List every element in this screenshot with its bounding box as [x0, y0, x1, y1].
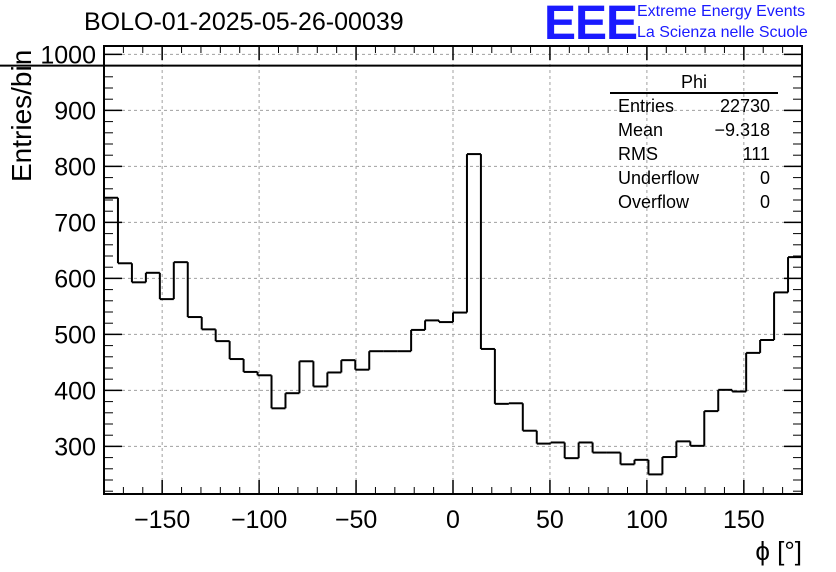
x-tick-label: 150 [723, 506, 765, 534]
y-tick-label: 700 [54, 209, 96, 237]
y-tick-label: 400 [54, 377, 96, 405]
grid-lines [104, 46, 802, 494]
y-tick-label: 300 [54, 433, 96, 461]
stats-row: Entries 22730 [610, 94, 778, 118]
run-title: BOLO-01-2025-05-26-00039 [84, 8, 404, 36]
stats-row: Overflow 0 [610, 190, 778, 214]
stats-row: RMS 111 [610, 142, 778, 166]
x-tick-label: 100 [626, 506, 668, 534]
eee-logo: EEE [544, 0, 638, 50]
stats-label: Entries [618, 96, 675, 116]
y-tick-label: 500 [54, 321, 96, 349]
y-tick-label: 600 [54, 265, 96, 293]
axis-ticks [103, 46, 803, 494]
x-tick-label: 50 [536, 506, 564, 534]
stats-box: Phi Entries 22730 Mean −9.318 RMS 111 Un… [610, 72, 778, 214]
logo-line-2: La Scienza nelle Scuole [637, 24, 808, 41]
y-tick-label: 800 [54, 153, 96, 181]
x-axis-title: ϕ [°] [755, 536, 802, 566]
stats-value: 0 [759, 168, 770, 188]
stats-label: Overflow [618, 192, 690, 212]
x-tick-label: −100 [231, 506, 287, 534]
stats-value: 111 [742, 144, 770, 164]
stats-label: Mean [618, 120, 664, 140]
logo-line-1: Extreme Energy Events [637, 3, 806, 20]
tick-labels: −150 −100 −50 0 50 100 150 300 400 500 600 700 800 90… [40, 41, 764, 534]
y-axis-title: Entries/bin [6, 49, 37, 182]
y-tick-label: 900 [54, 97, 96, 125]
stats-value: 22730 [719, 96, 770, 116]
x-tick-label: −50 [335, 506, 377, 534]
stats-value: −9.318 [714, 120, 770, 140]
stats-row: Mean −9.318 [610, 118, 778, 142]
stats-title: Phi [610, 72, 778, 94]
stats-label: Underflow [618, 168, 700, 188]
stats-row: Underflow 0 [610, 166, 778, 190]
stats-label: RMS [618, 144, 658, 164]
stats-value: 0 [759, 192, 770, 212]
histogram-bins [0, 64, 803, 476]
x-tick-label: −150 [134, 506, 190, 534]
x-tick-label: 0 [446, 506, 460, 534]
